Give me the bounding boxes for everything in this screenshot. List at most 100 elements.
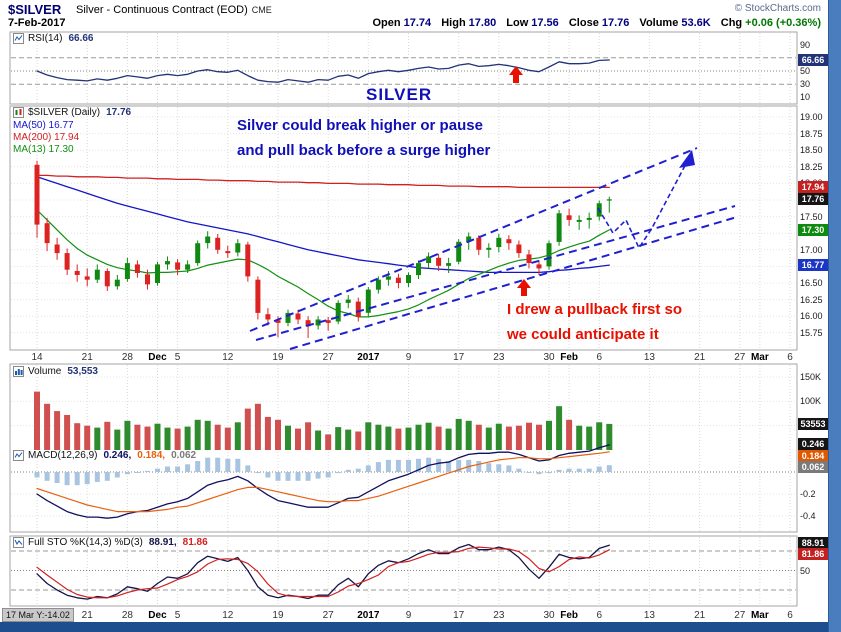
volume-panel-label: Volume [28, 366, 62, 377]
date-axis-label: 30 [543, 352, 555, 363]
moving-averages [36, 174, 610, 318]
date-axis-label: 6 [787, 610, 793, 621]
rsi-legend: RSI(14) 66.66 [13, 33, 93, 44]
annotation-silver: SILVER [366, 85, 433, 104]
blue-arrowhead-icon [679, 150, 695, 168]
date-axis-label: 28 [121, 352, 133, 363]
sto-value-d: 81.86 [182, 537, 208, 548]
sto-value-k: 88.91, [148, 537, 177, 548]
date-axis-label: 14 [31, 352, 43, 363]
price-label: $SILVER (Daily) [28, 107, 101, 118]
macd-label: MACD(12,26,9) [28, 450, 98, 461]
bottom-status-bar [0, 622, 841, 632]
date-axis-label: 13 [643, 352, 655, 363]
volume-legend: Volume 53,553 [13, 366, 98, 377]
chart-title: Silver - Continuous Contract (EOD) CME [76, 4, 272, 16]
sto-lines [36, 543, 610, 600]
chart-date: 7-Feb-2017 [8, 17, 66, 29]
sto-label: Full STO %K(14,3) %D(3) [28, 537, 143, 548]
date-axis-label: Mar [750, 610, 769, 621]
symbol-label: $SILVER [8, 2, 62, 17]
low-label: Low [506, 17, 529, 29]
high-label: High [441, 17, 466, 29]
copyright-link[interactable]: © StockCharts.com [734, 3, 821, 14]
open-label: Open [372, 17, 401, 29]
vertical-scrollbar[interactable] [828, 0, 841, 632]
open-value: 17.74 [403, 17, 432, 29]
chart-title-text: Silver - Continuous Contract (EOD) [76, 4, 248, 16]
date-axis-label: Dec [148, 352, 167, 363]
date-axis-label: 27 [734, 610, 746, 621]
date-axis-label: 27 [322, 352, 334, 363]
date-axis: 14 21 28 Dec 5 12 19 27 2017 9 17 23 30 Feb 6 13 21 27 Mar… [0, 352, 829, 364]
annotation-pullback-note: I drew a pullback first so we could anti… [507, 297, 682, 347]
crosshair-readout: 17 Mar Y:-14.02 [2, 608, 74, 622]
ma50-legend: MA(50) 16.77 [13, 120, 74, 131]
macd-value-line: 0.246, [103, 450, 132, 461]
exchange-label: CME [251, 5, 272, 15]
ma50-label: MA(50) 16.77 [13, 120, 74, 131]
close-label: Close [568, 17, 599, 29]
date-axis-label: 9 [405, 352, 412, 363]
red-up-arrow-icon [517, 279, 531, 296]
date-axis-label: 5 [174, 352, 181, 363]
date-axis-label: 17 [453, 352, 465, 363]
annotation-breakout-note: Silver could break higher or pause and p… [237, 113, 490, 163]
macd-legend: MACD(12,26,9) 0.246, 0.184, 0.062 [13, 450, 196, 461]
chg-label: Chg [720, 17, 743, 29]
annotation-breakout-line2: and pull back before a surge higher [237, 142, 491, 159]
date-axis-label: 21 [81, 352, 93, 363]
date-axis-label: 30 [543, 610, 555, 621]
chg-value: +0.06 (+0.36%) [745, 17, 821, 29]
ma200-label: MA(200) 17.94 [13, 132, 80, 143]
ma200-legend: MA(200) 17.94 [13, 132, 79, 143]
annotation-breakout-line1: Silver could break higher or pause [237, 117, 483, 134]
date-axis-label: 27 [734, 352, 746, 363]
price-legend: $SILVER (Daily) 17.76 [13, 107, 131, 118]
price-value: 17.76 [106, 107, 132, 118]
volume-panel-value: 53,553 [67, 366, 98, 377]
macd-histogram [34, 457, 612, 486]
date-axis-label: 9 [405, 610, 412, 621]
volume-label: Volume [639, 17, 679, 29]
ma13-legend: MA(13) 17.30 [13, 144, 74, 155]
trend-channel [249, 147, 738, 350]
annotation-pullback-line1: I drew a pullback first so [507, 301, 683, 318]
red-up-arrow-icon [509, 66, 523, 83]
date-axis-label: 13 [643, 610, 655, 621]
red-up-arrows [509, 66, 531, 296]
macd-value-signal: 0.184, [137, 450, 166, 461]
ma13-label: MA(13) 17.30 [13, 144, 74, 155]
date-axis-label: 19 [272, 610, 284, 621]
macd-lines [36, 444, 610, 519]
macd-panel-icon [13, 450, 24, 461]
sto-legend: Full STO %K(14,3) %D(3) 88.91, 81.86 [13, 537, 208, 548]
low-value: 17.56 [531, 17, 559, 29]
date-axis-label: 21 [81, 610, 93, 621]
high-value: 17.80 [468, 17, 497, 29]
date-axis-label: 27 [322, 610, 334, 621]
date-axis-label: 12 [222, 610, 234, 621]
date-axis-label: 6 [596, 610, 602, 621]
volume-bars [34, 391, 613, 450]
panel-borders [9, 31, 798, 607]
rsi-line [36, 59, 610, 83]
date-axis-label: 2017 [357, 352, 380, 363]
date-axis-label: 12 [222, 352, 234, 363]
date-axis-label: 2017 [357, 610, 380, 621]
date-axis-bottom: 142128Dec512192720179172330Feb6132127Mar… [0, 610, 829, 623]
rsi-panel-icon [13, 33, 24, 44]
sto-panel-icon [13, 537, 24, 548]
volume-value: 53.6K [681, 17, 711, 29]
date-axis-label: Mar [750, 352, 769, 363]
macd-value-hist: 0.062 [171, 450, 197, 461]
volume-panel-icon [13, 366, 24, 377]
close-value: 17.76 [601, 17, 630, 29]
rsi-label: RSI(14) [28, 33, 63, 44]
price-panel-icon [13, 107, 24, 118]
date-axis-label: Dec [148, 610, 167, 621]
date-axis-label: 23 [493, 610, 505, 621]
candlestick-series [34, 160, 612, 339]
date-axis-label: 28 [121, 610, 133, 621]
date-axis-label: 21 [694, 352, 706, 363]
